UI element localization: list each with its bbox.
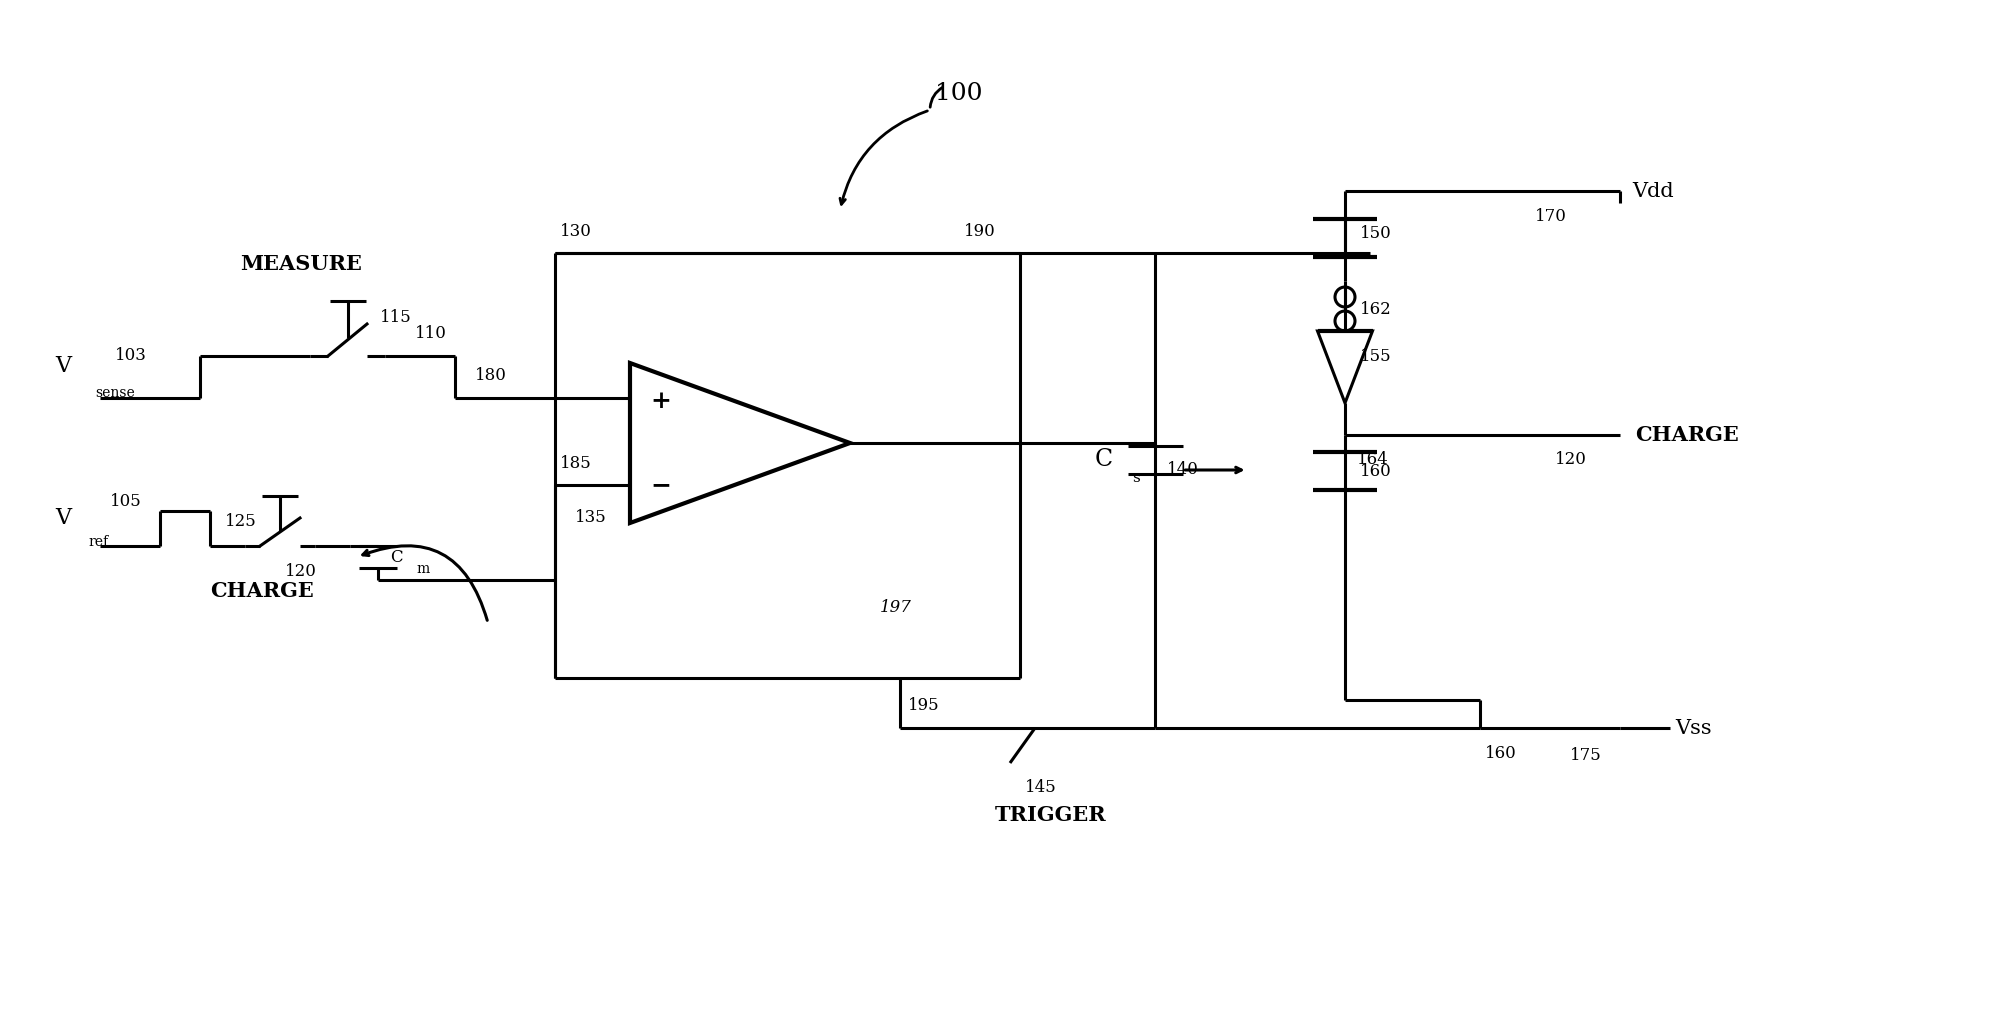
Text: +: + (649, 389, 671, 413)
Text: CHARGE: CHARGE (209, 581, 315, 601)
Text: 120: 120 (285, 562, 317, 580)
Text: 155: 155 (1361, 348, 1392, 366)
Text: m: m (416, 562, 428, 576)
Text: 185: 185 (560, 454, 592, 472)
Text: C: C (390, 549, 402, 565)
Text: 195: 195 (908, 698, 940, 714)
Text: 162: 162 (1361, 300, 1392, 318)
Text: 105: 105 (110, 492, 141, 510)
Text: 130: 130 (560, 222, 592, 240)
Text: MEASURE: MEASURE (239, 254, 363, 274)
Text: V: V (56, 355, 72, 377)
Text: 150: 150 (1361, 225, 1392, 243)
Text: Vdd: Vdd (1631, 182, 1673, 200)
Text: 125: 125 (225, 513, 257, 529)
Text: TRIGGER: TRIGGER (994, 805, 1108, 825)
Text: 120: 120 (1556, 451, 1588, 469)
Text: s: s (1131, 471, 1139, 485)
Text: 180: 180 (474, 367, 506, 384)
Text: Vss: Vss (1675, 719, 1711, 737)
Text: 197: 197 (880, 599, 912, 617)
Text: 170: 170 (1536, 208, 1568, 224)
Text: 145: 145 (1026, 779, 1056, 797)
Text: V: V (56, 507, 72, 529)
Text: 164: 164 (1357, 451, 1388, 469)
Text: CHARGE: CHARGE (1635, 425, 1739, 445)
Text: 110: 110 (414, 326, 446, 342)
Text: −: − (649, 473, 671, 497)
Text: 175: 175 (1570, 747, 1602, 765)
Text: 140: 140 (1167, 461, 1199, 477)
Text: 190: 190 (964, 222, 996, 240)
Text: sense: sense (96, 386, 135, 400)
Text: 103: 103 (116, 347, 147, 365)
Text: 160: 160 (1361, 464, 1392, 480)
Text: ref: ref (88, 535, 108, 549)
Text: 135: 135 (576, 510, 608, 526)
Text: 115: 115 (380, 309, 412, 327)
Text: 100: 100 (934, 81, 982, 105)
Text: C: C (1096, 448, 1114, 472)
Text: 160: 160 (1484, 744, 1516, 762)
